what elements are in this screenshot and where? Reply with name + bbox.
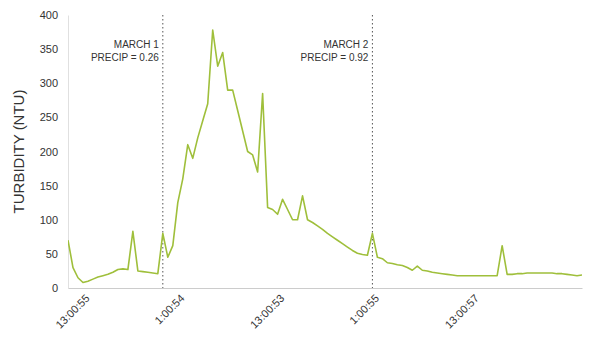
x-tick-label: 1:00:55 <box>347 292 381 326</box>
x-tick-label: 13:00:55 <box>53 292 92 331</box>
x-axis-line <box>69 288 583 289</box>
x-tick: 13:00:57 <box>442 288 481 331</box>
y-tick: 200 <box>40 146 68 158</box>
x-tick-label: 13:00:53 <box>248 292 287 331</box>
y-tick: 250 <box>40 111 68 123</box>
x-tick-label: 1:00:54 <box>152 292 186 326</box>
annotation-text: PRECIP = 0.26 <box>91 52 159 63</box>
x-tick-label: 13:00:57 <box>442 292 481 331</box>
y-tick-label: 100 <box>40 214 58 226</box>
y-tick-label: 300 <box>40 77 58 89</box>
y-tick: 100 <box>40 214 68 226</box>
y-tick: 50 <box>46 248 68 260</box>
x-tick: 13:00:55 <box>53 288 92 331</box>
x-tick: 1:00:55 <box>347 288 381 326</box>
x-tick: 13:00:53 <box>248 288 287 331</box>
y-tick-label: 350 <box>40 43 58 55</box>
annotation-line <box>372 15 373 288</box>
x-axis: 13:00:55 1:00:54 13:00:53 1:00:55 13:00:57 <box>53 288 582 331</box>
y-tick-label: 250 <box>40 111 58 123</box>
y-tick: 300 <box>40 77 68 89</box>
y-tick-label: 0 <box>52 282 58 294</box>
turbidity-line <box>68 30 582 283</box>
plot-area <box>68 30 582 283</box>
chart: 05010015020025030035040013:00:551:00:541… <box>0 0 595 347</box>
annotation-line <box>162 15 163 288</box>
annotation-text: PRECIP = 0.92 <box>300 52 368 63</box>
y-axis-title: TURBIDITY (NTU) <box>10 90 27 214</box>
y-tick: 400 <box>40 9 68 21</box>
y-axis: 0 50 100 150 200 250 300 350 400 <box>40 9 69 294</box>
y-tick-label: 200 <box>40 146 58 158</box>
annotation-text: MARCH 2 <box>323 39 368 50</box>
y-tick-label: 400 <box>40 9 58 21</box>
y-tick: 0 <box>52 282 68 294</box>
annotations: MARCH 1 PRECIP = 0.26 MARCH 2 PRECIP = 0.92 <box>91 15 373 288</box>
y-tick: 150 <box>40 180 68 192</box>
annotation-text: MARCH 1 <box>114 39 159 50</box>
y-tick-label: 50 <box>46 248 58 260</box>
y-tick-label: 150 <box>40 180 58 192</box>
y-tick: 350 <box>40 43 68 55</box>
x-tick: 1:00:54 <box>152 288 186 326</box>
